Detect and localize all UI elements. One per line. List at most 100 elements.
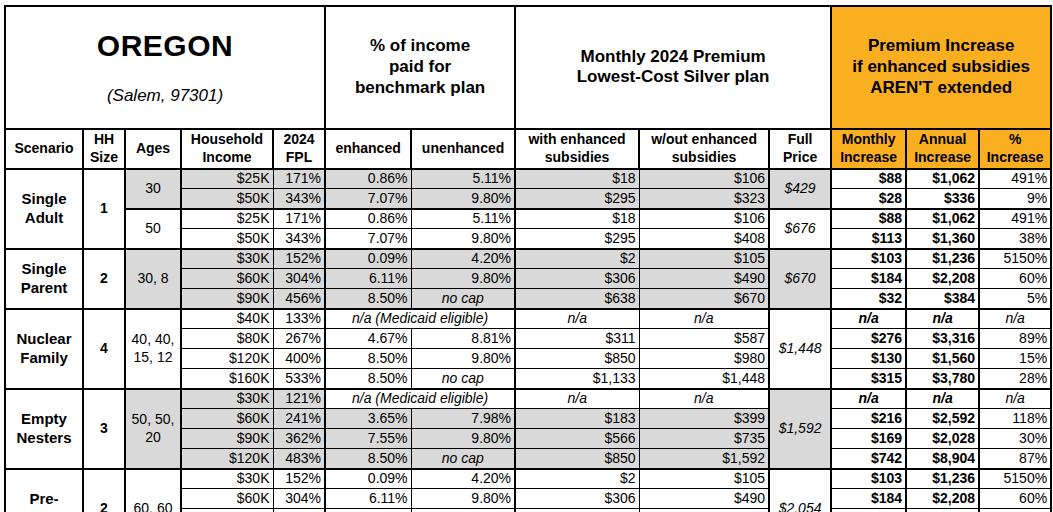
- cell-annual-increase: $1,236: [906, 469, 979, 489]
- cell-annual-increase: $2,028: [906, 429, 979, 449]
- cell-household-income: $30K: [181, 389, 273, 409]
- cell-pct-increase: 38%: [979, 229, 1051, 249]
- cell-premium-with-subsidies: $306: [515, 489, 639, 509]
- cell-pct-income-enhanced: 8.50%: [325, 449, 411, 469]
- premium-group-header: Monthly 2024 Premium Lowest-Cost Silver …: [515, 6, 831, 129]
- cell-pct-income-enhanced: 0.09%: [325, 249, 411, 269]
- cell-fpl: 171%: [273, 169, 325, 189]
- cell-annual-increase: $336: [906, 189, 979, 209]
- cell-annual-increase: $1,236: [906, 249, 979, 269]
- cell-monthly-increase: n/a: [831, 309, 906, 329]
- cell-household-income: $50K: [181, 229, 273, 249]
- cell-premium-with-subsidies: $306: [515, 269, 639, 289]
- cell-pct-income-unenhanced: 5.11%: [411, 209, 515, 229]
- cell-annual-increase: $1,062: [906, 209, 979, 229]
- cell-premium-with-subsidies: $850: [515, 349, 639, 369]
- cell-ages: 50: [125, 209, 181, 249]
- cell-annual-increase: $1,360: [906, 229, 979, 249]
- cell-premium-without-subsidies: $408: [639, 229, 769, 249]
- cell-premium-without-subsidies: $399: [639, 409, 769, 429]
- cell-household-income: $25K: [181, 209, 273, 229]
- cell-household-income: $60K: [181, 489, 273, 509]
- cell-hh-size: 3: [83, 389, 125, 469]
- cell-household-income: $40K: [181, 309, 273, 329]
- cell-monthly-increase: $32: [831, 289, 906, 309]
- cell-fpl: 133%: [273, 309, 325, 329]
- cell-pct-income-unenhanced: no cap: [411, 449, 515, 469]
- cell-pct-increase: 118%: [979, 409, 1051, 429]
- cell-monthly-increase: n/a: [831, 389, 906, 409]
- cell-premium-with-subsidies: $18: [515, 169, 639, 189]
- cell-hh-size: 1: [83, 169, 125, 249]
- cell-monthly-increase: $130: [831, 349, 906, 369]
- cell-pct-income-unenhanced: 4.20%: [411, 469, 515, 489]
- cell-annual-increase: $1,560: [906, 349, 979, 369]
- cell-pct-increase: 5150%: [979, 249, 1051, 269]
- cell-pct-increase: 30%: [979, 429, 1051, 449]
- cell-fpl: 152%: [273, 469, 325, 489]
- col-header-enhanced: enhanced: [325, 129, 411, 169]
- cell-pct-income-enhanced: 7.07%: [325, 229, 411, 249]
- cell-hh-size: 4: [83, 309, 125, 389]
- cell-monthly-increase: $184: [831, 489, 906, 509]
- cell-full-price: $1,448: [769, 309, 831, 389]
- cell-premium-without-subsidies: $323: [639, 189, 769, 209]
- table-row: Nuclear Family440, 40, 15, 12$40K133%n/a…: [5, 309, 1051, 329]
- cell-premium-with-subsidies: $295: [515, 189, 639, 209]
- cell-fpl: 171%: [273, 209, 325, 229]
- cell-household-income: $80K: [181, 329, 273, 349]
- cell-pct-income-unenhanced: no cap: [411, 369, 515, 389]
- cell-pct-income-unenhanced: 7.98%: [411, 409, 515, 429]
- col-header-monthly-increase: Monthly Increase: [831, 129, 906, 169]
- cell-ages: 30: [125, 169, 181, 209]
- cell-household-income: $25K: [181, 169, 273, 189]
- cell-premium-with-subsidies: n/a: [515, 389, 639, 409]
- cell-annual-increase: $2,208: [906, 489, 979, 509]
- table-row: 50$25K171%0.86%5.11%$18$106$676$88$1,062…: [5, 209, 1051, 229]
- table-row: Single Adult130$25K171%0.86%5.11%$18$106…: [5, 169, 1051, 189]
- col-header-annual-increase: Annual Increase: [906, 129, 979, 169]
- cell-monthly-increase: $28: [831, 189, 906, 209]
- cell-scenario: Single Parent: [5, 249, 83, 309]
- cell-full-price: $676: [769, 209, 831, 249]
- cell-pct-income-unenhanced: no cap: [411, 289, 515, 309]
- cell-pct-increase: 60%: [979, 269, 1051, 289]
- cell-annual-increase: n/a: [906, 309, 979, 329]
- cell-monthly-increase: $1,416: [831, 509, 906, 512]
- premium-table: OREGON (Salem, 97301) % of income paid f…: [4, 5, 1052, 512]
- cell-pct-increase: 60%: [979, 489, 1051, 509]
- cell-pct-income-enhanced: 0.09%: [325, 469, 411, 489]
- cell-pct-income-unenhanced: 9.80%: [411, 269, 515, 289]
- cell-fpl: 152%: [273, 249, 325, 269]
- cell-monthly-increase: $169: [831, 429, 906, 449]
- cell-hh-size: 2: [83, 249, 125, 309]
- cell-pct-income-enhanced: 7.07%: [325, 189, 411, 209]
- cell-full-price: $2,054: [769, 469, 831, 512]
- col-header-household-income: Household Income: [181, 129, 273, 169]
- cell-pct-increase: 5%: [979, 289, 1051, 309]
- cell-premium-with-subsidies: $2: [515, 249, 639, 269]
- cell-premium-without-subsidies: $980: [639, 349, 769, 369]
- cell-household-income: $90K: [181, 509, 273, 512]
- cell-pct-increase: 222%: [979, 509, 1051, 512]
- cell-annual-increase: $3,316: [906, 329, 979, 349]
- cell-premium-without-subsidies: $105: [639, 249, 769, 269]
- cell-pct-increase: 5150%: [979, 469, 1051, 489]
- cell-premium-without-subsidies: $1,592: [639, 449, 769, 469]
- header-band-row: OREGON (Salem, 97301) % of income paid f…: [5, 6, 1051, 129]
- cell-full-price: $1,592: [769, 389, 831, 469]
- cell-fpl: 456%: [273, 509, 325, 512]
- cell-ages: 50, 50, 20: [125, 389, 181, 469]
- cell-annual-increase: $384: [906, 289, 979, 309]
- benchmark-group-header: % of income paid for benchmark plan: [325, 6, 515, 129]
- cell-premium-without-subsidies: $735: [639, 429, 769, 449]
- col-header-with-subsidies: with enhanced subsidies: [515, 129, 639, 169]
- cell-pct-income-enhanced: 3.65%: [325, 409, 411, 429]
- cell-medicaid-note: n/a (Medicaid eligible): [325, 389, 515, 409]
- cell-pct-income-enhanced: 4.67%: [325, 329, 411, 349]
- cell-fpl: 241%: [273, 409, 325, 429]
- table-row: Single Parent230, 8$30K152%0.09%4.20%$2$…: [5, 249, 1051, 269]
- table-body: Single Adult130$25K171%0.86%5.11%$18$106…: [5, 169, 1051, 512]
- cell-ages: 40, 40, 15, 12: [125, 309, 181, 389]
- cell-pct-income-unenhanced: 9.80%: [411, 229, 515, 249]
